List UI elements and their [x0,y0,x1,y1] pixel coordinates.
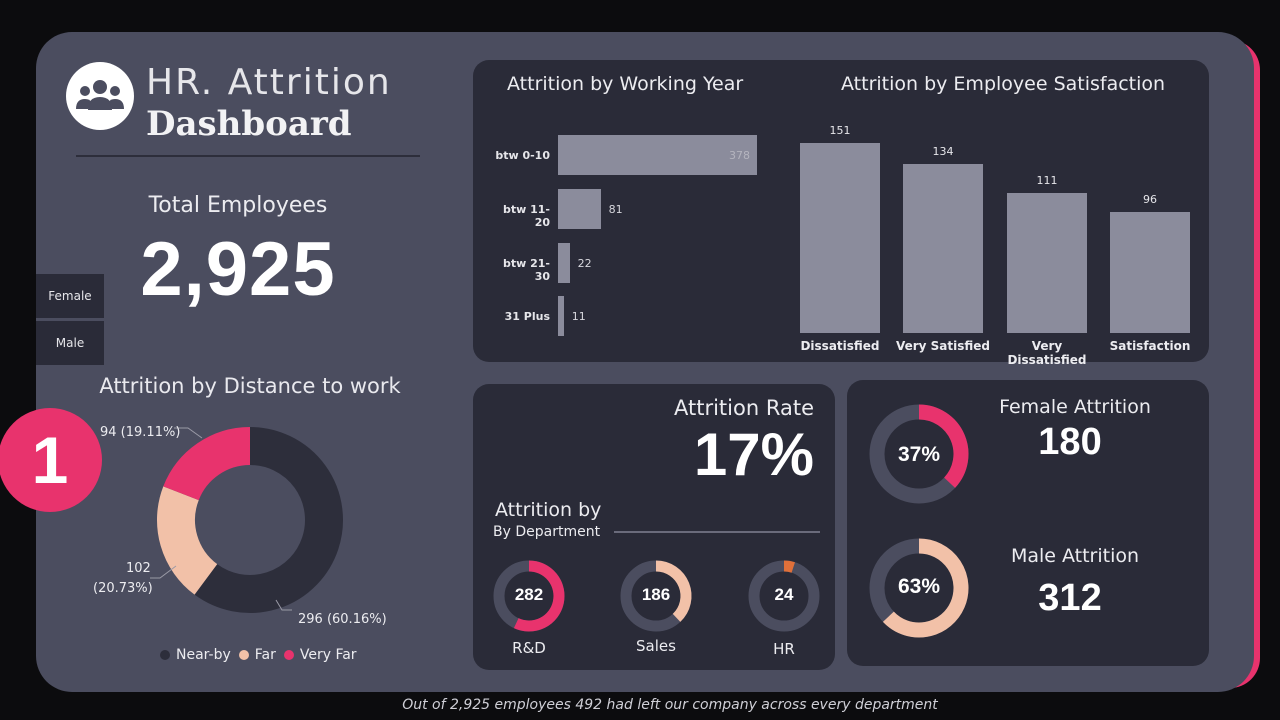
distance-slice-very-far [163,427,251,501]
distance-donut-chart [150,427,343,613]
legend-dot-far [238,650,249,660]
attrition-rate-label: Attrition Rate [674,396,814,420]
satisfaction-category-label: Very Dissatisfied [1007,339,1087,367]
slicer-female-button[interactable]: Female [36,274,104,318]
legend-dot-very-far [283,650,294,660]
satisfaction-category-label: Satisfaction [1109,339,1191,353]
department-divider [614,531,820,533]
legend-far: Far [254,647,276,663]
satisfaction-bar[interactable] [1110,212,1190,333]
working-year-bar[interactable] [558,135,757,175]
title-divider [76,155,420,157]
female-ring-percent: 37% [897,443,941,466]
satisfaction-value-label: 111 [1036,174,1058,188]
working-year-value-label: 81 [608,203,623,216]
male-ring-chart [869,538,969,638]
total-employees-label: Total Employees [148,193,328,218]
working-year-bar[interactable] [558,189,601,229]
working-year-value-label: 11 [571,310,586,323]
working-year-category-label: btw 21-30 [503,257,550,283]
satisfaction-bar[interactable] [903,164,983,333]
department-ring-1-arc [655,560,692,622]
hr-ring-chart [748,560,820,632]
female-attrition-title: Female Attrition [999,396,1151,418]
users-group-icon [66,62,134,130]
step-number-badge: 1 [0,408,102,512]
sales-ring-chart [620,560,692,632]
satisfaction-value-label: 151 [829,124,851,137]
satisfaction-value-label: 96 [1143,193,1157,207]
working-year-bar[interactable] [558,243,570,283]
rnd-ring-chart [493,560,565,632]
distance-legend: Near-by Far Very Far [160,647,357,663]
footer-caption: Out of 2,925 employees 492 had left our … [402,697,938,713]
department-title: Attrition by [495,499,602,521]
far-label-percent: (20.73%) [93,581,153,596]
working-year-category-label: btw 0-10 [495,149,550,162]
sales-ring-value: 186 [641,585,671,604]
slicer-male-button[interactable]: Male [36,321,104,365]
satisfaction-bar[interactable] [1007,193,1087,333]
near-by-label: 296 (60.16%) [298,612,387,627]
satisfaction-chart-title: Attrition by Employee Satisfaction [841,73,1166,95]
working-year-value-label: 22 [577,257,592,270]
working-year-bar[interactable] [558,296,564,336]
rnd-ring-value: 282 [514,585,544,604]
working-year-category-label: 31 Plus [504,310,550,323]
hr-ring-value: 24 [774,585,794,604]
hr-label: HR [773,640,795,658]
total-employees-value: 2,925 [140,227,336,312]
sales-label: Sales [636,637,676,655]
department-subtitle: By Department [493,524,601,540]
working-year-chart-title: Attrition by Working Year [507,73,744,95]
attrition-rate-value: 17% [693,421,814,488]
male-ring-percent: 63% [897,575,941,598]
legend-dot-near-by [160,650,170,660]
far-label-value: 102 [126,561,151,576]
satisfaction-value-label: 134 [932,145,954,159]
distance-chart-title: Attrition by Distance to work [99,374,401,398]
distance-slice-far [157,486,218,595]
male-attrition-title: Male Attrition [1010,545,1140,567]
department-ring-2-arc [783,560,795,573]
legend-very-far: Very Far [299,647,357,663]
satisfaction-bar[interactable] [800,143,880,333]
satisfaction-category-label: Very Satisfied [895,339,991,353]
working-year-value-label: 378 [729,149,750,162]
dashboard-subtitle: Dashboard [146,104,352,144]
female-attrition-value: 180 [1038,421,1102,463]
rnd-label: R&D [512,639,546,657]
dashboard-title: HR. Attrition [146,62,392,103]
male-ring-arc [882,538,969,638]
legend-near-by: Near-by [176,647,231,663]
female-ring-chart [869,404,969,504]
male-attrition-value: 312 [1038,577,1102,619]
department-ring-0-arc [513,560,565,632]
distance-slice-near-by [194,427,343,613]
satisfaction-category-label: Dissatisfied [800,339,880,353]
very-far-label: 94 (19.11%) [100,425,181,440]
working-year-category-label: btw 11-20 [503,203,550,229]
female-ring-arc [918,404,969,488]
gender-attrition-panel [847,380,1209,666]
